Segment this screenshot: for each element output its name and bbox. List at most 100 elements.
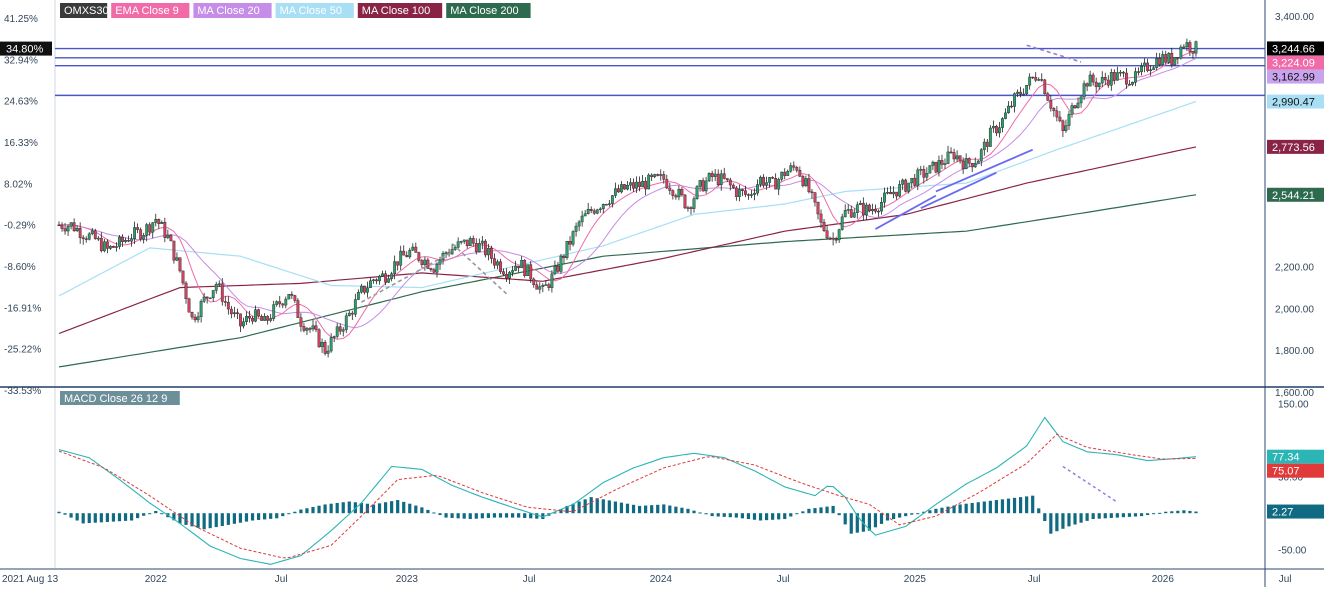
macd-histogram-bar — [807, 508, 811, 514]
candle-body — [571, 231, 575, 245]
macd-histogram-bar — [480, 513, 484, 519]
candle-body — [1022, 93, 1026, 96]
candle-body — [353, 299, 357, 315]
candle-body — [998, 127, 1001, 134]
candle-body — [275, 301, 279, 305]
macd-histogram-bar — [656, 504, 660, 514]
trendline — [920, 171, 997, 209]
candle-body — [653, 174, 657, 178]
candle-body — [486, 247, 490, 256]
candle-body — [1179, 46, 1183, 59]
candle-body — [296, 300, 300, 318]
price-axis-tick-label: 1,600.00 — [1275, 388, 1314, 399]
candle-body — [946, 151, 950, 164]
overlay-line-ma-close-200 — [58, 194, 1197, 368]
candle-body — [710, 173, 714, 177]
time-axis-tick-label: Jul — [275, 574, 288, 585]
price-panel — [55, 38, 1265, 368]
candle-body — [529, 264, 533, 280]
macd-histogram-bar — [1043, 513, 1047, 521]
candle-body — [644, 180, 648, 190]
candle-body — [105, 241, 109, 249]
macd-histogram-bar — [1164, 511, 1168, 514]
macd-histogram-bar — [613, 501, 617, 514]
macd-histogram-bar — [752, 513, 757, 520]
macd-histogram-bar — [154, 511, 158, 514]
macd-histogram-bar — [1025, 496, 1029, 514]
candle-body — [834, 239, 838, 241]
candle-body — [444, 252, 448, 254]
legend-chip[interactable]: MA Close 20 — [193, 3, 272, 18]
macd-tag-label: 75.07 — [1272, 466, 1300, 478]
legend-chip-label: MA Close 50 — [280, 5, 342, 17]
legend-chip[interactable]: MA Close 50 — [275, 3, 354, 18]
price-tag-box — [1267, 69, 1324, 84]
candle-body — [363, 285, 366, 293]
candle-body — [940, 160, 944, 165]
macd-histogram-bar — [329, 503, 333, 514]
percent-axis-tick-label: -25.22% — [4, 345, 41, 356]
candle-body — [647, 174, 651, 190]
candle-body — [414, 246, 418, 253]
candle-body — [278, 301, 282, 305]
macd-histogram-bar — [408, 503, 412, 514]
candle-body — [490, 247, 493, 259]
macd-legend-chip[interactable]: MACD Close 26 12 9 — [60, 391, 180, 405]
macd-histogram-bar — [444, 513, 448, 518]
macd-histogram-bar — [1127, 513, 1132, 517]
macd-histogram-bar — [432, 512, 436, 514]
candle-body — [565, 241, 569, 258]
candle-body — [722, 173, 726, 179]
candle-body — [1052, 108, 1056, 112]
candle-body — [925, 173, 929, 178]
macd-histogram-bar — [976, 502, 980, 514]
candle-body — [384, 273, 387, 283]
macd-histogram-bar — [390, 501, 394, 514]
legend-layer[interactable]: OMXS30 EMA Close 9 MA Close 20 MA Close 50 M… — [60, 3, 531, 405]
candle-body — [1158, 58, 1162, 65]
candle-body — [780, 171, 784, 180]
price-tag-box — [1267, 187, 1324, 202]
candle-body — [514, 265, 518, 271]
candle-body — [592, 210, 596, 214]
macd-histogram-bar — [317, 505, 321, 514]
candle-body — [931, 161, 935, 166]
macd-histogram-bar — [63, 513, 67, 515]
candle-body — [916, 169, 920, 186]
candle-body — [855, 204, 859, 213]
candle-body — [496, 261, 499, 266]
candle-body — [617, 188, 620, 193]
legend-chip[interactable]: MA Close 200 — [446, 3, 531, 18]
macd-histogram-bar — [728, 513, 732, 518]
legend-chip-box — [60, 3, 108, 18]
candle-body — [562, 255, 566, 258]
macd-histogram-bar — [1037, 508, 1041, 514]
candle-body — [184, 282, 188, 300]
candle-body — [1167, 53, 1171, 63]
time-axis-tick-label: 2021 Aug 13 — [2, 574, 59, 585]
candle-body — [1137, 71, 1140, 73]
macd-histogram-bar — [559, 509, 563, 514]
legend-chip[interactable]: OMXS30 — [60, 3, 109, 18]
macd-histogram-bar — [87, 513, 91, 524]
macd-histogram-bar — [1018, 497, 1023, 514]
macd-histogram-bar — [377, 503, 382, 514]
candle-body — [864, 204, 868, 216]
macd-histogram-bar — [1103, 513, 1107, 519]
legend-chip[interactable]: EMA Close 9 — [111, 3, 190, 18]
time-axis-tick-label: Jul — [523, 574, 536, 585]
candle-body — [202, 296, 206, 302]
macd-histogram-bar — [910, 513, 914, 515]
candle-body — [771, 177, 775, 179]
candle-body — [985, 141, 989, 147]
legend-chip-box — [357, 3, 443, 18]
macd-histogram-bar — [1182, 510, 1186, 514]
macd-histogram-bar — [625, 503, 630, 514]
candle-body — [783, 171, 787, 176]
candle-body — [166, 234, 170, 238]
candle-body — [239, 313, 242, 327]
legend-chip[interactable]: MA Close 100 — [357, 3, 443, 18]
macd-histogram-bar — [462, 513, 466, 519]
macd-histogram-bar — [341, 502, 345, 514]
macd-histogram-bar — [964, 503, 968, 514]
